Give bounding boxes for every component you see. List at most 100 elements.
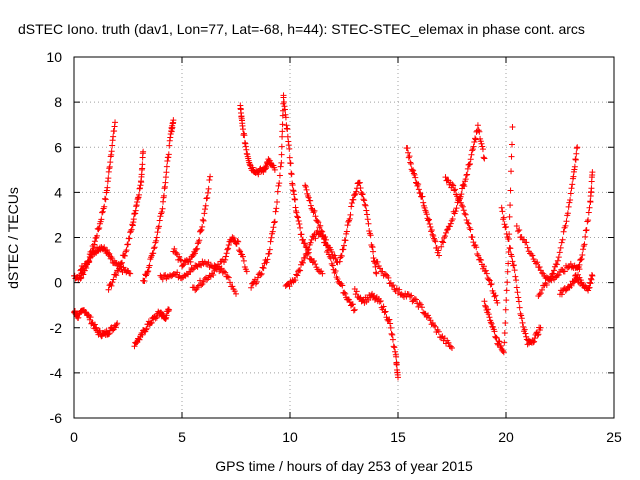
data-point xyxy=(449,181,456,188)
data-point xyxy=(500,347,507,354)
data-point xyxy=(568,282,575,289)
data-point xyxy=(202,206,209,213)
data-point xyxy=(353,288,360,295)
data-point xyxy=(582,233,589,240)
data-point xyxy=(324,247,331,254)
data-point xyxy=(105,175,112,182)
data-point xyxy=(469,234,476,241)
data-point xyxy=(509,258,516,265)
data-point xyxy=(567,190,574,197)
data-point xyxy=(194,245,201,252)
data-point xyxy=(464,171,471,178)
data-point xyxy=(322,239,329,246)
data-point xyxy=(413,296,419,303)
data-point xyxy=(468,151,475,158)
data-point xyxy=(264,256,271,263)
data-point xyxy=(128,226,135,233)
data-point xyxy=(502,319,509,326)
data-point xyxy=(294,213,301,220)
data-point xyxy=(259,264,266,271)
data-point xyxy=(303,250,310,257)
data-point xyxy=(374,258,381,265)
data-point xyxy=(314,218,321,225)
data-point xyxy=(286,154,293,161)
data-point xyxy=(373,270,380,277)
data-point xyxy=(317,222,324,229)
data-point xyxy=(271,166,278,173)
data-point xyxy=(459,182,466,189)
data-point xyxy=(297,267,304,274)
data-point xyxy=(432,323,439,330)
data-point xyxy=(463,172,470,179)
data-point xyxy=(101,203,108,210)
data-point xyxy=(380,303,387,310)
data-point xyxy=(462,176,469,183)
data-point xyxy=(204,189,211,196)
data-point xyxy=(589,272,596,279)
data-point xyxy=(481,155,488,162)
data-point xyxy=(392,348,399,355)
data-point xyxy=(222,256,229,263)
data-point xyxy=(535,331,542,338)
data-point xyxy=(417,190,424,197)
data-point xyxy=(361,197,368,204)
data-point xyxy=(450,182,457,189)
data-point xyxy=(279,128,286,135)
data-point xyxy=(249,164,256,171)
data-point xyxy=(217,266,224,273)
data-point xyxy=(431,235,437,242)
data-point xyxy=(176,253,183,260)
data-point xyxy=(229,234,236,241)
data-point xyxy=(501,339,508,346)
data-point xyxy=(307,239,314,246)
data-point xyxy=(451,187,458,194)
data-point xyxy=(143,272,149,279)
data-point xyxy=(351,306,358,313)
data-point xyxy=(348,200,355,207)
data-point xyxy=(94,232,101,239)
data-point xyxy=(276,172,283,179)
data-point xyxy=(487,281,494,288)
data-point xyxy=(349,301,356,308)
data-point xyxy=(518,315,525,322)
data-point xyxy=(159,276,166,283)
data-point xyxy=(304,247,311,254)
data-point xyxy=(279,133,286,140)
data-point xyxy=(139,161,146,168)
data-point xyxy=(255,171,262,178)
data-point xyxy=(340,246,347,253)
data-point xyxy=(555,254,562,261)
data-point xyxy=(198,226,205,233)
data-point xyxy=(523,239,530,246)
data-point xyxy=(344,222,351,229)
data-point xyxy=(537,290,544,297)
data-point xyxy=(406,153,413,160)
data-point xyxy=(192,246,199,253)
data-point xyxy=(419,193,426,200)
data-point xyxy=(327,255,334,262)
data-point xyxy=(472,136,479,143)
data-point xyxy=(393,361,400,368)
data-point xyxy=(205,185,212,192)
data-point xyxy=(274,198,281,205)
data-point xyxy=(108,282,115,289)
data-point xyxy=(518,312,525,319)
data-point xyxy=(170,117,177,124)
data-point xyxy=(509,141,515,148)
data-point xyxy=(343,228,350,235)
data-point xyxy=(485,311,492,318)
data-point xyxy=(271,219,278,226)
data-point xyxy=(435,328,442,335)
data-point xyxy=(200,217,207,224)
data-point xyxy=(94,225,101,232)
data-point xyxy=(503,230,510,237)
data-point xyxy=(161,192,167,199)
data-point xyxy=(431,237,438,244)
data-point xyxy=(162,179,169,186)
data-point xyxy=(482,267,489,274)
data-point xyxy=(126,235,133,242)
data-point xyxy=(467,226,474,233)
data-point xyxy=(173,249,180,256)
data-point xyxy=(364,216,371,223)
data-point xyxy=(153,237,160,244)
